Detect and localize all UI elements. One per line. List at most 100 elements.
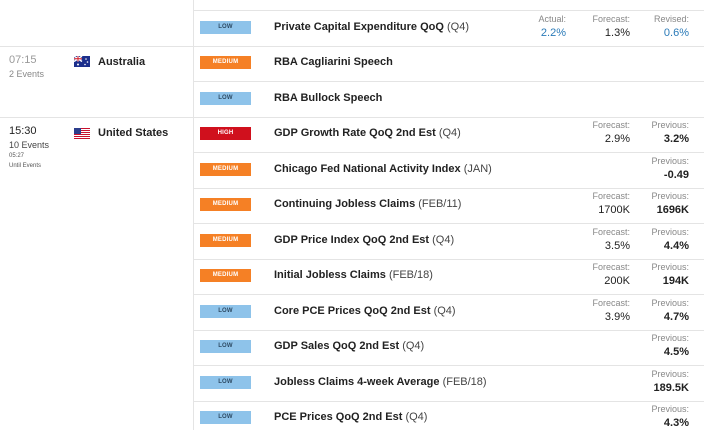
- countdown-label: Until Events: [9, 162, 42, 169]
- previous-value: 4.4%: [663, 239, 689, 252]
- row-divider: [193, 223, 704, 224]
- actual-value: 2.2%: [540, 26, 566, 39]
- event-name[interactable]: GDP Price Index QoQ 2nd Est (Q4): [274, 234, 454, 246]
- forecast-value: 2.9%: [604, 133, 630, 146]
- event-title: GDP Sales QoQ 2nd Est: [274, 340, 400, 353]
- event-name[interactable]: PCE Prices QoQ 2nd Est (Q4): [274, 411, 427, 423]
- previous-label: Previous:: [651, 120, 689, 131]
- event-time: 07:15: [9, 53, 37, 66]
- event-name[interactable]: Core PCE Prices QoQ 2nd Est (Q4): [274, 305, 456, 317]
- row-divider: [193, 329, 704, 331]
- event-period: (FEB/18): [442, 375, 487, 388]
- row-divider: [0, 116, 704, 118]
- event-title: Private Capital Expenditure QoQ: [274, 20, 444, 33]
- impact-badge: MEDIUM: [200, 198, 251, 212]
- event-name[interactable]: Continuing Jobless Claims (FEB/11): [274, 198, 461, 210]
- impact-badge: LOW: [200, 304, 251, 318]
- event-period: (Q4): [432, 233, 455, 246]
- event-title: Core PCE Prices QoQ 2nd Est: [274, 304, 431, 317]
- previous-label: Previous:: [651, 262, 689, 273]
- forecast-label: Forecast:: [592, 262, 630, 273]
- previous-label: Previous:: [651, 404, 689, 415]
- forecast-label: Forecast:: [592, 120, 630, 131]
- event-title: Continuing Jobless Claims: [274, 198, 416, 211]
- event-name[interactable]: Jobless Claims 4-week Average (FEB/18): [274, 376, 487, 388]
- event-name[interactable]: GDP Growth Rate QoQ 2nd Est (Q4): [274, 127, 461, 139]
- event-name[interactable]: Private Capital Expenditure QoQ (Q4): [274, 21, 469, 33]
- previous-value: 4.5%: [663, 346, 689, 359]
- row-divider: [193, 294, 704, 295]
- previous-value: 3.2%: [663, 133, 689, 146]
- event-period: (Q4): [438, 127, 461, 140]
- event-period: (Q4): [433, 304, 456, 317]
- impact-badge: LOW: [200, 340, 251, 354]
- row-divider: [193, 400, 704, 402]
- event-title: PCE Prices QoQ 2nd Est: [274, 411, 403, 424]
- impact-badge: LOW: [200, 411, 251, 425]
- impact-badge: HIGH: [200, 127, 251, 141]
- event-title: RBA Cagliarini Speech: [274, 56, 393, 69]
- previous-label: Previous:: [651, 297, 689, 308]
- previous-label: Previous:: [651, 191, 689, 202]
- impact-badge: LOW: [200, 20, 251, 34]
- row-divider: [193, 152, 704, 153]
- forecast-value: 1.3%: [604, 26, 630, 39]
- revised-label: Revised:: [653, 13, 689, 24]
- event-period: (JAN): [463, 162, 492, 175]
- event-title: Initial Jobless Claims: [274, 269, 386, 282]
- impact-badge: MEDIUM: [200, 162, 251, 176]
- row-divider: [193, 187, 704, 189]
- previous-label: Previous:: [651, 155, 689, 166]
- flag-australia: [74, 56, 90, 67]
- event-name[interactable]: RBA Bullock Speech: [274, 92, 382, 104]
- previous-label: Previous:: [651, 226, 689, 237]
- row-divider: [193, 81, 704, 82]
- impact-badge: MEDIUM: [200, 233, 251, 247]
- event-period: (FEB/11): [418, 198, 462, 211]
- event-title: GDP Growth Rate QoQ 2nd Est: [274, 127, 436, 140]
- impact-badge: MEDIUM: [200, 269, 251, 283]
- forecast-label: Forecast:: [592, 13, 630, 24]
- forecast-value: 3.5%: [604, 239, 630, 252]
- impact-badge: LOW: [200, 91, 251, 105]
- event-period: (Q4): [405, 411, 428, 424]
- event-name[interactable]: Chicago Fed National Activity Index (JAN…: [274, 163, 492, 175]
- row-divider: [0, 45, 704, 47]
- previous-value: 194K: [662, 275, 689, 288]
- actual-label: Actual:: [538, 13, 566, 24]
- forecast-value: 3.9%: [604, 310, 630, 323]
- previous-value: 189.5K: [653, 381, 689, 394]
- country: Australia: [98, 55, 146, 68]
- previous-value: 4.7%: [663, 310, 689, 323]
- event-name[interactable]: GDP Sales QoQ 2nd Est (Q4): [274, 340, 424, 352]
- event-count: 2 Events: [9, 68, 45, 79]
- previous-value: 1696K: [656, 204, 689, 217]
- impact-badge: MEDIUM: [200, 56, 251, 70]
- flag-united-states: [74, 128, 90, 139]
- event-title: RBA Bullock Speech: [274, 91, 383, 104]
- row-divider: [193, 10, 704, 11]
- row-divider: [193, 365, 704, 366]
- event-title: Chicago Fed National Activity Index: [274, 162, 461, 175]
- event-period: (FEB/18): [388, 269, 433, 282]
- countdown: 05:27: [9, 152, 25, 159]
- forecast-label: Forecast:: [592, 226, 630, 237]
- previous-value: -0.49: [663, 168, 689, 181]
- event-period: (Q4): [447, 20, 469, 33]
- country: United States: [98, 126, 169, 139]
- event-time: 15:30: [9, 124, 37, 137]
- impact-badge: LOW: [200, 375, 251, 389]
- forecast-label: Forecast:: [592, 191, 630, 202]
- row-divider: [193, 258, 704, 260]
- event-name[interactable]: Initial Jobless Claims (FEB/18): [274, 269, 433, 281]
- previous-label: Previous:: [651, 333, 689, 344]
- event-count: 10 Events: [9, 139, 50, 150]
- event-title: GDP Price Index QoQ 2nd Est: [274, 233, 430, 246]
- previous-label: Previous:: [651, 368, 689, 379]
- revised-value: 0.6%: [663, 26, 689, 39]
- forecast-value: 1700K: [598, 204, 630, 217]
- event-name[interactable]: RBA Cagliarini Speech: [274, 56, 393, 68]
- event-title: Jobless Claims 4-week Average: [274, 375, 440, 388]
- event-period: (Q4): [402, 340, 425, 353]
